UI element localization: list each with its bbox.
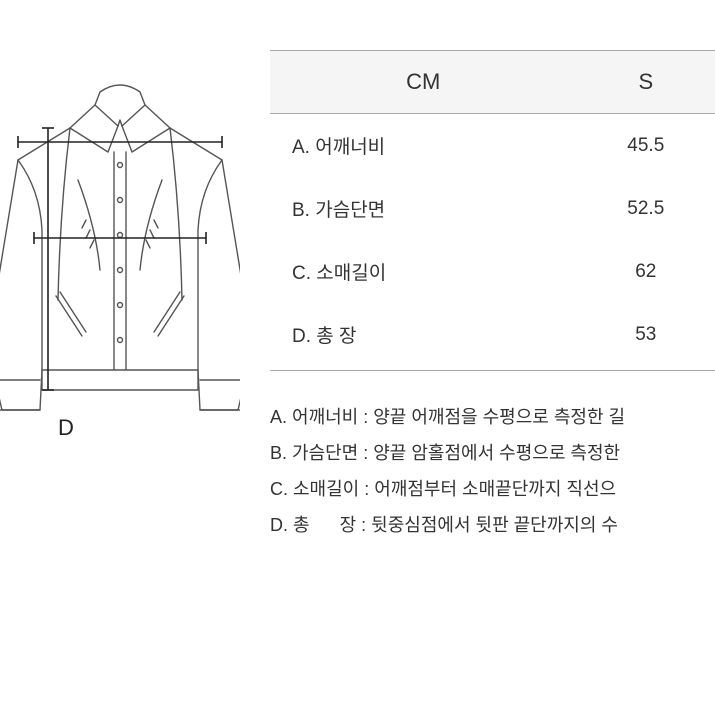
row-value-c: 62 <box>577 240 715 303</box>
row-label-c: C. 소매길이 <box>270 240 577 303</box>
header-unit: CM <box>270 51 577 114</box>
table-row: B. 가슴단면 52.5 <box>270 177 715 240</box>
size-table: CM S A. 어깨너비 45.5 B. 가슴단면 52.5 C. 소매길이 6… <box>270 50 715 371</box>
row-label-a: A. 어깨너비 <box>270 114 577 178</box>
table-header-row: CM S <box>270 51 715 114</box>
size-info-area: CM S A. 어깨너비 45.5 B. 가슴단면 52.5 C. 소매길이 6… <box>240 30 715 685</box>
desc-b: B. 가슴단면 : 양끝 암홀점에서 수평으로 측정한 <box>270 435 715 471</box>
desc-c: C. 소매길이 : 어깨점부터 소매끝단까지 직선으 <box>270 471 715 507</box>
row-value-b: 52.5 <box>577 177 715 240</box>
header-size: S <box>577 51 715 114</box>
desc-a: A. 어깨너비 : 양끝 어깨점을 수평으로 측정한 길 <box>270 399 715 435</box>
table-row: D. 총 장 53 <box>270 303 715 371</box>
size-chart-container: D CM S A. 어깨너비 45.5 B. 가슴단면 52.5 C <box>0 0 715 715</box>
row-value-a: 45.5 <box>577 114 715 178</box>
row-label-b: B. 가슴단면 <box>270 177 577 240</box>
jacket-diagram-area: D <box>0 30 240 685</box>
measurement-descriptions: A. 어깨너비 : 양끝 어깨점을 수평으로 측정한 길 B. 가슴단면 : 양… <box>270 399 715 543</box>
table-row: C. 소매길이 62 <box>270 240 715 303</box>
jacket-line-drawing <box>0 70 240 470</box>
table-row: A. 어깨너비 45.5 <box>270 114 715 178</box>
diagram-label-d: D <box>58 415 74 441</box>
desc-d: D. 총 장 : 뒷중심점에서 뒷판 끝단까지의 수 <box>270 507 715 543</box>
row-label-d: D. 총 장 <box>270 303 577 371</box>
desc-d-mid: 장 <box>340 515 357 535</box>
row-value-d: 53 <box>577 303 715 371</box>
desc-d-rest: : 뒷중심점에서 뒷판 끝단까지의 수 <box>356 515 618 535</box>
desc-d-prefix: D. 총 <box>270 515 310 535</box>
